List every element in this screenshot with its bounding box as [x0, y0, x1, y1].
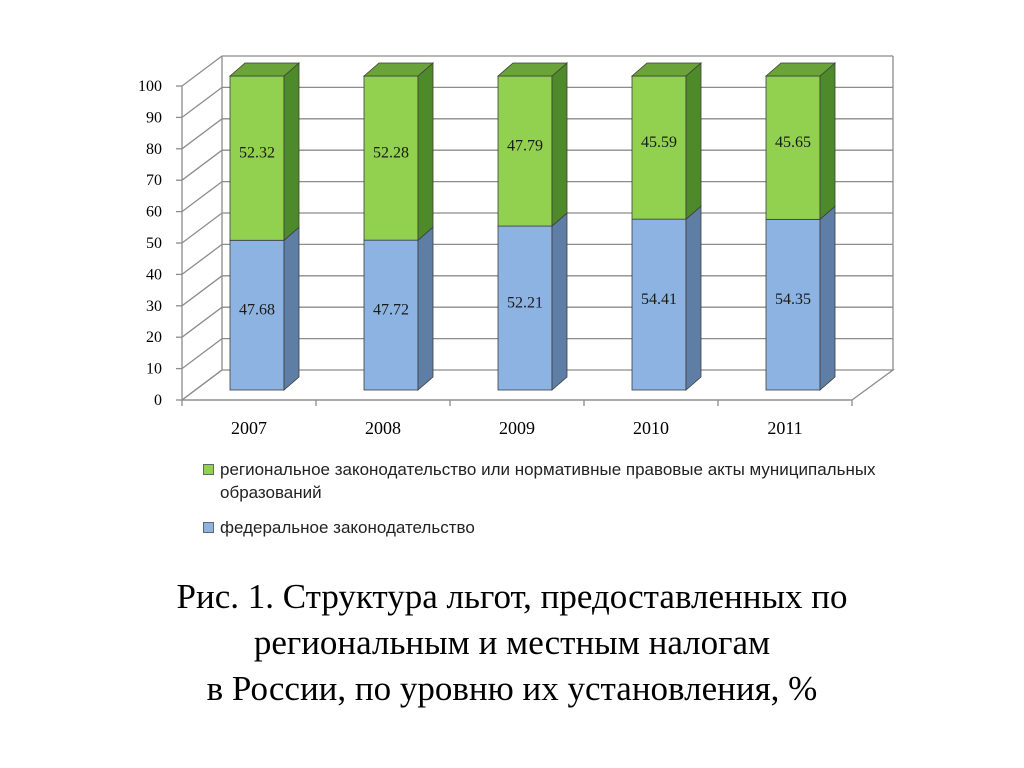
- data-label-regional-2010: 45.59: [641, 134, 677, 151]
- data-label-regional-2007: 52.32: [239, 145, 275, 162]
- y-tick-label: 10: [146, 361, 162, 378]
- caption-line-2: региональным и местным налогам: [253, 623, 771, 662]
- side-gridline: [181, 118, 223, 150]
- data-label-federal-2008: 47.72: [373, 302, 409, 319]
- data-label-federal-2011: 54.35: [775, 291, 811, 308]
- chart-legend: региональное законодательство или нормат…: [203, 458, 903, 551]
- bar-front-federal-2009: [497, 225, 553, 391]
- side-gridline: [181, 86, 223, 118]
- bar-front-regional-2008: [363, 75, 419, 241]
- bar-side-regional-2009: [551, 62, 568, 227]
- figure-caption: Рис. 1. Структура льгот, предоставленных…: [0, 574, 1024, 712]
- side-gridline: [181, 181, 223, 213]
- bar-top-regional-2009: [496, 62, 569, 77]
- bar-side-federal-2007: [283, 226, 300, 391]
- x-tick-label-2008: 2008: [365, 418, 401, 438]
- bar-top-regional-2011: [764, 62, 837, 77]
- bar-side-federal-2010: [685, 205, 702, 391]
- bar-front-regional-2010: [631, 75, 687, 220]
- side-gridline: [181, 243, 223, 275]
- data-label-federal-2007: 47.68: [239, 302, 275, 319]
- y-tick-label: 30: [146, 298, 162, 315]
- bar-side-regional-2011: [819, 62, 836, 221]
- bar-side-regional-2010: [685, 62, 702, 221]
- y-tick-label: 70: [146, 172, 162, 189]
- x-tick-label-2011: 2011: [767, 418, 802, 438]
- chart-labels: 0 10 20 30 40 50 60 70 80 90 100 47.68 52.32 2007 47.7…: [138, 78, 811, 438]
- x-tick-label-2009: 2009: [499, 418, 535, 438]
- y-tick-label: 90: [146, 109, 162, 126]
- bar-front-federal-2011: [765, 218, 821, 391]
- bar-side-federal-2009: [551, 212, 568, 391]
- bar-side-federal-2008: [417, 226, 434, 391]
- legend-swatch-regional: [203, 464, 214, 475]
- caption-line-1: Рис. 1. Структура льгот, предоставленных…: [176, 577, 848, 616]
- bar-top-regional-2008: [362, 62, 435, 77]
- legend-swatch-federal: [203, 522, 214, 533]
- caption-line-3: в России, по уровню их установления, %: [206, 669, 818, 708]
- legend-label-regional: региональное законодательство или нормат…: [220, 460, 876, 502]
- side-gridline: [181, 338, 223, 370]
- bar-front-federal-2008: [363, 239, 419, 391]
- y-tick-label: 100: [138, 78, 162, 95]
- legend-item-regional: региональное законодательство или нормат…: [203, 458, 903, 504]
- y-tick-label: 80: [146, 141, 162, 158]
- stacked-bar-chart: 0 10 20 30 40 50 60 70 80 90 100 47.68 52.32 2007 47.7…: [138, 55, 895, 438]
- data-label-federal-2009: 52.21: [507, 295, 543, 312]
- bar-top-regional-2010: [630, 62, 703, 77]
- data-label-regional-2008: 52.28: [373, 145, 409, 162]
- y-tick-label: 40: [146, 266, 162, 283]
- side-gridline: [181, 149, 223, 181]
- bar-front-regional-2011: [765, 75, 821, 220]
- x-tick-label-2010: 2010: [633, 418, 669, 438]
- y-tick-label: 20: [146, 329, 162, 346]
- y-tick-label: 50: [146, 235, 162, 252]
- bar-side-regional-2008: [417, 62, 434, 242]
- bar-front-regional-2007: [229, 75, 285, 241]
- side-gridline: [181, 275, 223, 307]
- data-label-regional-2009: 47.79: [507, 138, 543, 155]
- y-tick-label: 60: [146, 204, 162, 221]
- x-tick-label-2007: 2007: [231, 418, 267, 438]
- data-label-federal-2010: 54.41: [641, 291, 677, 308]
- legend-label-federal: федеральное законодательство: [220, 518, 475, 537]
- bar-front-federal-2010: [631, 218, 687, 391]
- bar-side-federal-2011: [819, 205, 836, 391]
- data-label-regional-2011: 45.65: [775, 134, 811, 151]
- chart-axes: [176, 85, 853, 406]
- legend-item-federal: федеральное законодательство: [203, 516, 903, 539]
- bar-front-regional-2009: [497, 75, 553, 227]
- bar-side-regional-2007: [283, 62, 300, 242]
- bar-top-regional-2007: [228, 62, 301, 77]
- side-gridline: [181, 306, 223, 338]
- chart-bars: [228, 62, 837, 391]
- side-gridline: [181, 55, 223, 87]
- side-gridline: [181, 212, 223, 244]
- y-tick-label: 0: [154, 392, 162, 409]
